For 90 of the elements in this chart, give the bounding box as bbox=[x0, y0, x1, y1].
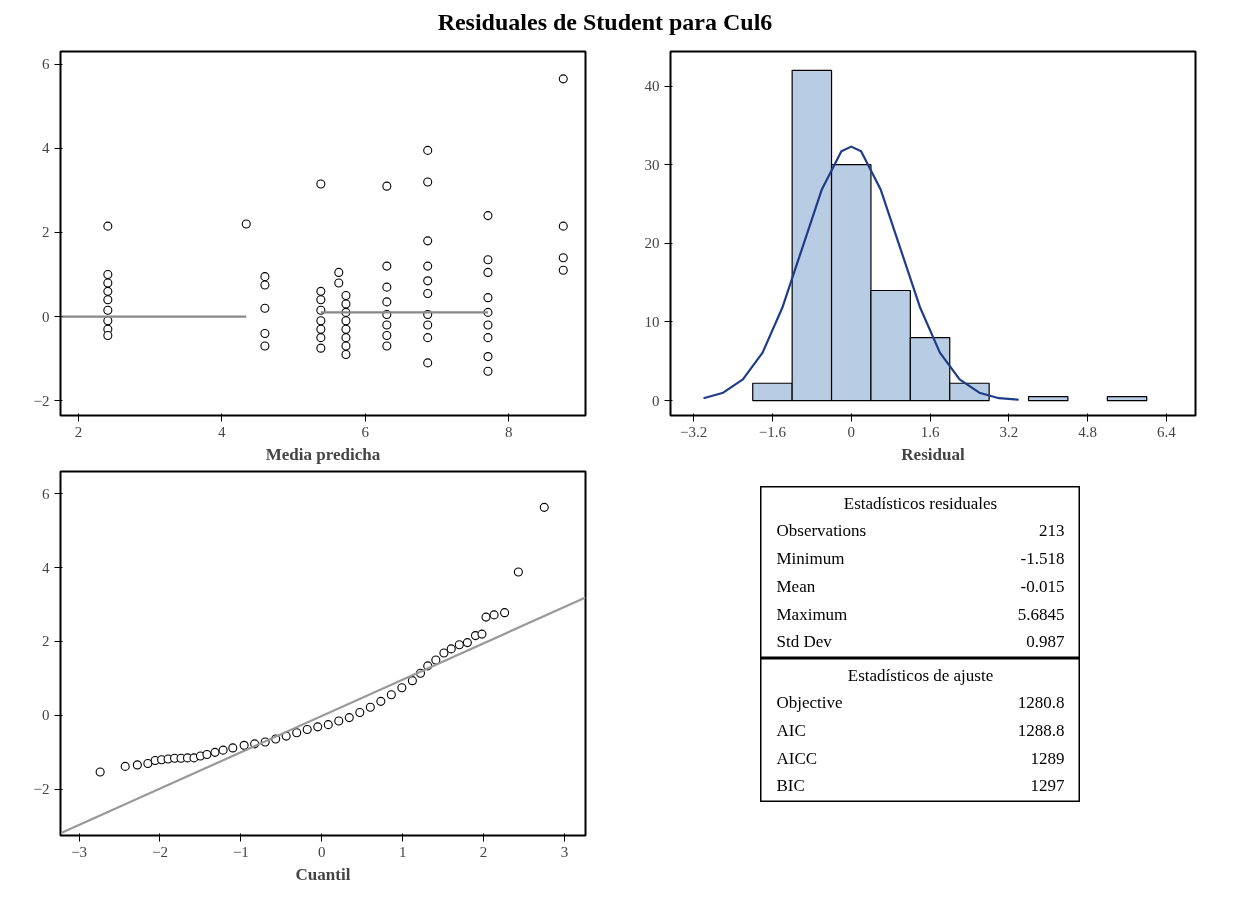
point bbox=[334, 716, 344, 726]
text: AICC bbox=[776, 748, 818, 768]
point bbox=[132, 760, 142, 770]
text: 0.987 bbox=[1026, 632, 1065, 652]
text: 1288.8 bbox=[1017, 721, 1065, 740]
point bbox=[454, 640, 464, 650]
y-tick-label: 0 bbox=[42, 308, 50, 325]
x-tick-label: −1 bbox=[232, 843, 249, 860]
y-tick-label: 2 bbox=[42, 633, 50, 650]
text: Std Dev bbox=[776, 632, 833, 652]
point bbox=[386, 690, 396, 700]
point bbox=[292, 728, 302, 738]
point bbox=[513, 567, 523, 577]
y-tick-label: 10 bbox=[644, 313, 660, 330]
point bbox=[407, 676, 417, 686]
point bbox=[462, 638, 472, 648]
point bbox=[210, 747, 220, 757]
text: 1297 bbox=[1030, 776, 1065, 796]
x-tick-label: 1 bbox=[398, 843, 407, 860]
y-tick-label: −2 bbox=[33, 781, 50, 798]
text: AIC bbox=[776, 721, 806, 740]
y-tick-label: 6 bbox=[42, 56, 50, 73]
text: -0.015 bbox=[1020, 576, 1065, 596]
text: BIC bbox=[776, 776, 805, 796]
line-series bbox=[702, 145, 1020, 401]
x-axis-title: Cuantil bbox=[295, 864, 351, 884]
y-tick-label: 4 bbox=[42, 559, 50, 576]
point bbox=[313, 722, 323, 732]
point bbox=[323, 720, 333, 730]
chart-title: Residuales de Student para Cul6 bbox=[437, 8, 773, 37]
point bbox=[397, 683, 407, 693]
y-tick-label: 6 bbox=[42, 485, 50, 502]
point bbox=[376, 696, 386, 706]
point bbox=[431, 655, 441, 665]
x-axis-title: Media predicha bbox=[265, 444, 381, 464]
text: 1280.8 bbox=[1017, 693, 1065, 713]
x-tick-label: −3 bbox=[71, 843, 88, 860]
text: 1289 bbox=[1030, 748, 1065, 768]
point bbox=[365, 702, 375, 712]
x-tick-label: −1.6 bbox=[758, 423, 787, 440]
x-tick-label: 8 bbox=[505, 423, 513, 440]
point bbox=[302, 724, 312, 734]
x-tick-label: 3 bbox=[560, 843, 569, 860]
point bbox=[202, 750, 212, 760]
y-tick-label: 0 bbox=[42, 707, 50, 724]
point bbox=[439, 648, 449, 658]
x-tick-label: 2 bbox=[74, 423, 83, 440]
point bbox=[355, 707, 365, 717]
x-tick-label: 6 bbox=[361, 423, 370, 440]
x-tick-label: 2 bbox=[479, 843, 488, 860]
x-tick-label: 3.2 bbox=[999, 423, 1019, 440]
text: -1.518 bbox=[1020, 549, 1065, 569]
point bbox=[120, 761, 130, 771]
point bbox=[477, 629, 487, 639]
x-tick-label: −3.2 bbox=[680, 423, 708, 440]
x-tick-label: 1.6 bbox=[920, 423, 940, 440]
y-tick-label: 4 bbox=[42, 140, 50, 157]
point bbox=[344, 713, 354, 723]
point bbox=[539, 502, 549, 512]
text: Estadísticos residuales bbox=[843, 493, 998, 513]
text: Objective bbox=[776, 693, 843, 713]
point bbox=[481, 612, 491, 622]
x-tick-label: −2 bbox=[152, 843, 168, 860]
x-tick-label: 4.8 bbox=[1078, 423, 1098, 440]
point bbox=[228, 743, 238, 753]
y-tick-label: 20 bbox=[644, 235, 660, 252]
y-tick-label: 2 bbox=[42, 224, 50, 241]
point bbox=[489, 610, 499, 620]
text: 5.6845 bbox=[1017, 604, 1065, 624]
x-tick-label: 0 bbox=[847, 423, 855, 440]
text: 213 bbox=[1039, 521, 1065, 541]
y-tick-label: 40 bbox=[644, 78, 660, 95]
text: Maximum bbox=[776, 604, 848, 624]
point bbox=[446, 644, 456, 654]
text: Observations bbox=[776, 521, 867, 541]
point bbox=[143, 758, 153, 768]
y-tick-label: −2 bbox=[33, 392, 50, 409]
y-tick-label: 30 bbox=[644, 156, 660, 173]
text: Estadísticos de ajuste bbox=[847, 665, 994, 685]
y-tick-label: 0 bbox=[652, 392, 660, 409]
text: Minimum bbox=[776, 549, 845, 569]
x-axis-title: Residual bbox=[901, 444, 965, 464]
point bbox=[239, 740, 249, 750]
text: Mean bbox=[776, 576, 816, 596]
point bbox=[218, 745, 228, 755]
point bbox=[500, 608, 510, 618]
x-tick-label: 0 bbox=[318, 843, 326, 860]
x-tick-label: 6.4 bbox=[1157, 423, 1177, 440]
x-tick-label: 4 bbox=[218, 423, 227, 440]
point bbox=[95, 767, 105, 777]
